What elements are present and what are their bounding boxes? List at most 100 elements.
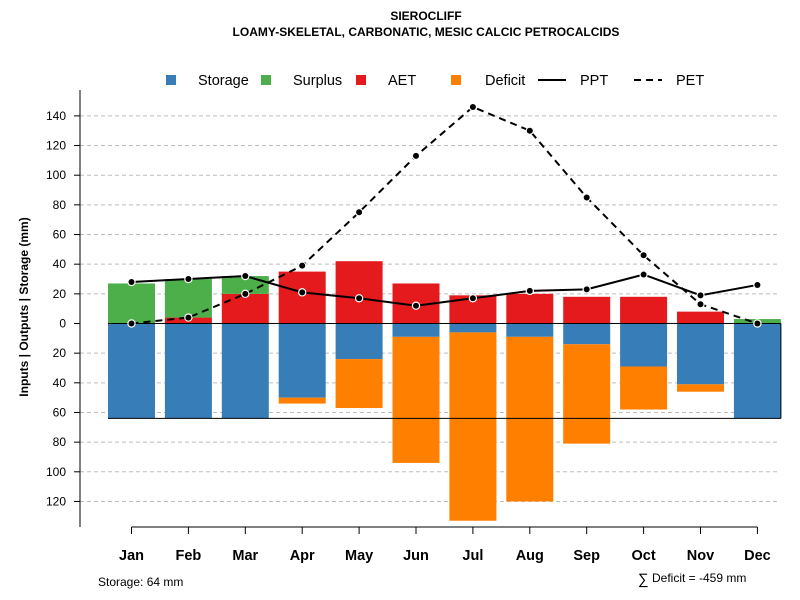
deficit-bar	[620, 366, 668, 410]
pet-point	[583, 194, 590, 201]
x-tick-label: Feb	[176, 548, 202, 564]
storage-bar	[164, 323, 212, 419]
x-tick-label: Apr	[290, 548, 315, 564]
aet-bar	[278, 271, 326, 324]
ppt-point	[754, 281, 761, 288]
y-tick-label: 20	[53, 346, 67, 360]
pet-point	[185, 314, 192, 321]
deficit-bar	[449, 332, 497, 521]
x-tick-label: Oct	[632, 548, 656, 564]
ppt-point	[640, 271, 647, 278]
legend-surplus-swatch	[261, 75, 271, 85]
surplus-bar	[108, 283, 155, 324]
legend-surplus-label: Surplus	[293, 73, 342, 89]
aet-bar	[335, 261, 383, 324]
storage-bar	[677, 323, 724, 385]
storage-bar	[733, 323, 781, 419]
y-tick-label: 60	[53, 228, 67, 242]
pet-point	[242, 290, 249, 297]
aet-bar	[620, 296, 668, 324]
legend-deficit-label: Deficit	[485, 73, 525, 89]
ppt-point	[526, 287, 533, 294]
storage-bar	[449, 323, 497, 333]
storage-bar	[278, 323, 326, 398]
y-axis-label: Inputs | Outputs | Storage (mm)	[17, 217, 31, 396]
legend-deficit-swatch	[451, 75, 461, 85]
y-tick-label: 60	[53, 405, 67, 419]
x-tick-label: Jul	[462, 548, 483, 564]
deficit-bar	[563, 344, 611, 444]
storage-bar	[620, 323, 668, 367]
ppt-line	[131, 273, 758, 307]
x-tick-label: Dec	[744, 548, 771, 564]
bars	[108, 261, 782, 521]
surplus-bar	[221, 276, 269, 294]
y-tick-label: 40	[53, 257, 67, 271]
legend: Storage Surplus AET Deficit PPT PET	[166, 73, 704, 89]
legend-ppt-label: PPT	[580, 73, 608, 89]
pet-point	[640, 252, 647, 259]
pet-point	[356, 209, 363, 216]
x-tick-label: May	[345, 548, 373, 564]
storage-bar	[335, 323, 383, 360]
legend-storage-label: Storage	[198, 73, 249, 89]
ppt-point	[356, 295, 363, 302]
legend-storage-swatch	[166, 75, 176, 85]
ppt-point	[583, 286, 590, 293]
ppt-point	[128, 278, 135, 285]
ppt-point	[299, 289, 306, 296]
aet-bar	[506, 293, 554, 324]
y-tick-label: 100	[46, 465, 66, 479]
pet-point	[413, 152, 419, 159]
deficit-bar	[392, 336, 440, 463]
legend-aet-swatch	[356, 75, 366, 85]
y-tick-label: 120	[46, 494, 66, 508]
aet-bar	[221, 293, 269, 324]
legend-aet-label: AET	[388, 73, 416, 89]
storage-bar	[221, 323, 269, 419]
ppt-point	[413, 302, 419, 309]
y-tick-label: 80	[53, 198, 67, 212]
pet-point	[128, 320, 135, 327]
pet-point	[469, 103, 476, 110]
deficit-bar	[677, 384, 724, 392]
ppt-point	[469, 295, 476, 302]
ppt-point	[697, 292, 704, 299]
y-tick-label: 100	[46, 168, 66, 182]
aet-bar	[677, 311, 724, 324]
x-tick-label: Nov	[687, 548, 714, 564]
x-tick-label: Aug	[516, 548, 544, 564]
pet-point	[526, 127, 533, 134]
chart-title: SIEROCLIFF	[390, 9, 461, 23]
storage-footnote: Storage: 64 mm	[98, 575, 183, 589]
deficit-bar	[506, 336, 554, 502]
sum-icon: ∑	[638, 571, 649, 588]
storage-bar	[563, 323, 611, 345]
aet-bar	[563, 296, 611, 324]
y-tick-label: 40	[53, 376, 67, 390]
deficit-bar	[278, 397, 326, 404]
pet-line	[131, 105, 758, 325]
axes: 140 120 100 80 60 40 20 0 20 40 60 80 100 120 Jan Feb Ma…	[46, 90, 771, 564]
y-tick-label: 0	[59, 317, 66, 331]
y-tick-label: 80	[53, 435, 67, 449]
y-tick-label: 20	[53, 287, 67, 301]
x-tick-label: Mar	[232, 548, 258, 564]
pet-point	[697, 301, 704, 308]
storage-bar	[392, 323, 440, 337]
x-tick-label: Jun	[403, 548, 429, 564]
ppt-point	[242, 273, 249, 280]
pet-point	[754, 320, 761, 327]
chart-subtitle: LOAMY-SKELETAL, CARBONATIC, MESIC CALCIC…	[233, 25, 620, 39]
legend-pet-label: PET	[676, 73, 704, 89]
y-tick-label: 140	[46, 109, 66, 123]
ppt-point	[185, 276, 192, 283]
storage-bar	[506, 323, 554, 337]
deficit-footnote: Deficit = -459 mm	[652, 571, 746, 585]
storage-bar	[108, 323, 155, 419]
x-tick-label: Sep	[573, 548, 600, 564]
x-tick-label: Jan	[119, 548, 144, 564]
y-tick-label: 120	[46, 139, 66, 153]
deficit-bar	[335, 359, 383, 409]
